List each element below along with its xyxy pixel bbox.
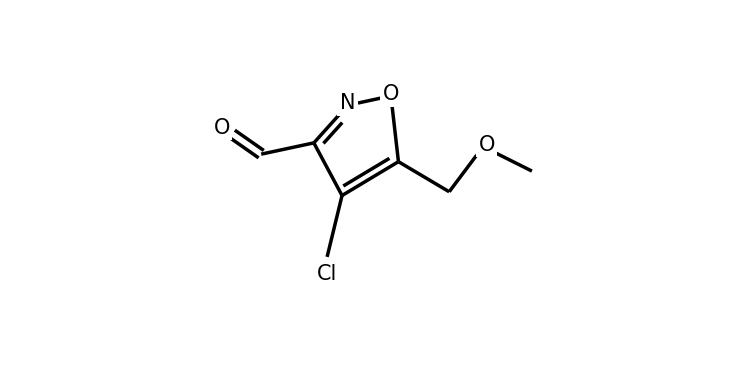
Text: N: N <box>340 93 355 114</box>
Text: O: O <box>383 84 399 104</box>
Text: O: O <box>213 118 230 138</box>
Text: O: O <box>479 135 495 155</box>
Text: Cl: Cl <box>317 264 337 285</box>
